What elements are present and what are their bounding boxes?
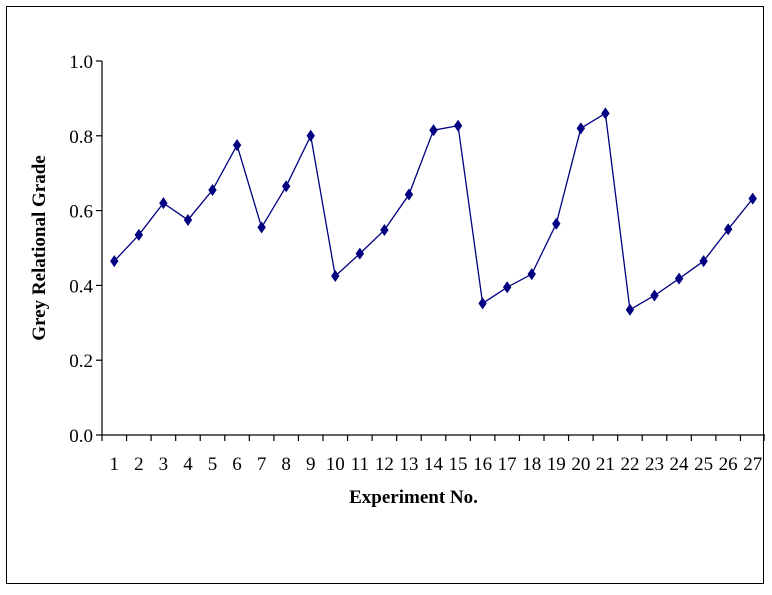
axes	[101, 61, 765, 436]
data-point-marker	[453, 119, 463, 132]
x-tick-label: 3	[159, 454, 169, 475]
x-tick-label: 27	[743, 454, 762, 475]
series-line	[113, 112, 754, 311]
x-tick-label: 15	[449, 454, 468, 475]
data-point-marker	[134, 228, 144, 241]
data-point-marker	[502, 281, 512, 294]
x-tick-label: 4	[183, 454, 193, 475]
data-point-marker	[355, 247, 365, 260]
y-ticks: 0.0 0.2 0.4 0.6 0.8 1.0	[69, 52, 102, 447]
x-tick-label: 17	[498, 454, 517, 475]
y-tick-label: 0.2	[69, 351, 93, 372]
x-tick-label: 8	[281, 454, 291, 475]
data-point-marker	[183, 213, 193, 226]
x-tick-label: 23	[645, 454, 664, 475]
y-tick-label: 0.6	[69, 202, 93, 223]
x-axis-title: Experiment No.	[349, 487, 478, 508]
data-point-marker	[723, 223, 733, 236]
data-point-marker	[331, 270, 340, 283]
data-point-marker	[159, 197, 168, 210]
data-point-marker	[110, 255, 119, 268]
x-ticks: 1 2 3 4 5 6 7 8 9 10 11 12 13 14 15 16 17 18 19 20 21 22 23 24 2…	[101, 435, 765, 475]
x-tick-label: 18	[522, 454, 541, 475]
y-axis-title: Grey Relational Grade	[29, 155, 50, 340]
x-tick-label: 11	[351, 454, 369, 475]
data-point-marker	[625, 303, 635, 316]
data-point-marker	[478, 297, 487, 310]
data-point-marker	[601, 107, 610, 120]
data-point-marker	[404, 188, 414, 201]
x-tick-label: 10	[326, 454, 345, 475]
data-point-marker	[380, 224, 389, 237]
data-point-marker	[208, 184, 217, 197]
data-point-marker	[527, 268, 536, 281]
x-tick-label: 25	[694, 454, 713, 475]
x-tick-label: 6	[232, 454, 242, 475]
x-tick-label: 19	[547, 454, 566, 475]
data-point-marker	[650, 289, 659, 302]
data-point-marker	[552, 217, 561, 230]
y-tick-label: 0.0	[69, 426, 93, 447]
y-tick-label: 0.8	[69, 127, 93, 148]
data-point-marker	[748, 192, 757, 205]
data-point-marker	[699, 255, 708, 268]
data-point-marker	[306, 129, 315, 142]
x-tick-label: 21	[596, 454, 615, 475]
data-point-marker	[281, 180, 291, 193]
x-tick-label: 12	[375, 454, 394, 475]
x-tick-label: 13	[399, 454, 418, 475]
y-tick-label: 1.0	[69, 52, 93, 73]
x-tick-label: 7	[257, 454, 267, 475]
data-point-marker	[429, 124, 438, 137]
x-tick-label: 14	[424, 454, 444, 475]
x-tick-label: 24	[670, 454, 690, 475]
series-markers	[110, 107, 757, 316]
x-tick-label: 2	[134, 454, 144, 475]
x-tick-label: 1	[110, 454, 120, 475]
line-chart: 0.00.20.40.60.81.0 1 2 3 4 5 6 7 8 9 10 11 12 13 14 15…	[29, 52, 765, 508]
x-tick-label: 26	[719, 454, 738, 475]
data-point-marker	[576, 122, 586, 135]
chart-frame: 0.0 0.2 0.4 0.6 0.8 1.0 1 2 3 4 5 6 7 8 9 10 11 12 13 14 15…	[6, 6, 765, 584]
data-point-marker	[674, 272, 684, 285]
data-point-marker	[232, 139, 242, 152]
x-tick-label: 20	[571, 454, 590, 475]
x-tick-label: 9	[306, 454, 316, 475]
x-tick-label: 16	[473, 454, 492, 475]
series-line-path	[113, 112, 754, 311]
y-tick-label: 0.4	[69, 276, 93, 297]
x-tick-label: 22	[620, 454, 639, 475]
x-tick-label: 5	[208, 454, 218, 475]
